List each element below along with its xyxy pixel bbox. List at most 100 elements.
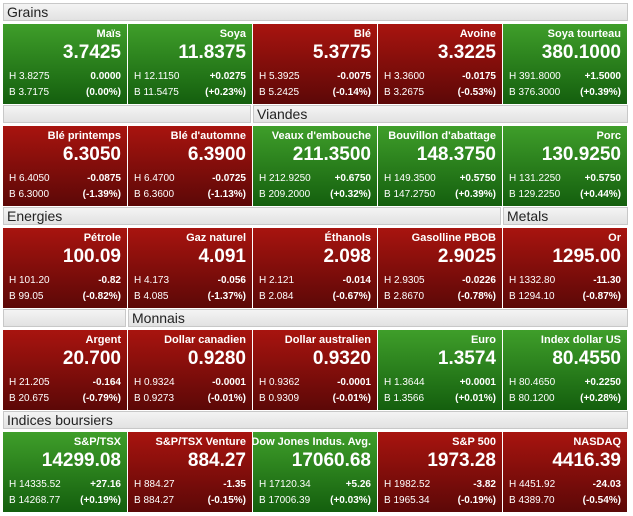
low-line: B 0.9273 (-0.01%) [134, 393, 246, 404]
quote-price: 11.8375 [178, 42, 246, 63]
high-value: H 1982.52 [384, 479, 431, 490]
quote-price: 884.27 [187, 450, 246, 471]
change-percent: (-0.54%) [582, 495, 621, 506]
low-value: B 884.27 [134, 495, 175, 506]
change-percent: (0.00%) [85, 87, 121, 98]
low-line: B 2.084 (-0.67%) [259, 291, 371, 302]
low-value: B 6.3000 [9, 189, 50, 200]
quote-tile: NASDAQ 4416.39 H 4451.92 -24.03 B 4389.70 (-0… [503, 432, 627, 512]
low-line: B 11.5475 (+0.23%) [134, 87, 246, 98]
change-percent: (+0.44%) [580, 189, 621, 200]
quote-tile: Gaz naturel 4.091 H 4.173 -0.056 B 4.085 (-1.… [128, 228, 252, 308]
change-value: +0.0275 [209, 71, 246, 82]
change-percent: (-1.13%) [207, 189, 246, 200]
quote-tile: Soya tourteau 380.1000 H 391.8000 +1.5000 B … [503, 24, 627, 104]
quote-name: Gasolline PBOB [411, 232, 496, 244]
high-line: H 6.4700 -0.0725 [134, 173, 246, 184]
quote-name: S&P/TSX [73, 436, 121, 448]
low-value: B 376.3000 [509, 87, 561, 98]
section-header: Viandes [253, 105, 628, 123]
quote-tile: Veaux d'embouche 211.3500 H 212.9250 +0.675… [253, 126, 377, 206]
section-header: Grains [3, 3, 628, 21]
change-percent: (-0.82%) [82, 291, 121, 302]
change-percent: (+0.03%) [330, 495, 371, 506]
change-value: +0.6750 [334, 173, 371, 184]
change-value: +27.16 [90, 479, 121, 490]
change-value: -0.0001 [337, 377, 371, 388]
quote-name: Maïs [96, 28, 121, 40]
high-line: H 4.173 -0.056 [134, 275, 246, 286]
change-percent: (-1.39%) [82, 189, 121, 200]
change-percent: (+0.39%) [455, 189, 496, 200]
quote-price: 20.700 [62, 348, 121, 369]
high-value: H 391.8000 [509, 71, 561, 82]
low-line: B 129.2250 (+0.44%) [509, 189, 621, 200]
low-line: B 884.27 (-0.15%) [134, 495, 246, 506]
quote-price: 6.3900 [187, 144, 246, 165]
high-value: H 0.9324 [134, 377, 175, 388]
quote-tile: Soya 11.8375 H 12.1150 +0.0275 B 11.5475 (+0.… [128, 24, 252, 104]
low-value: B 80.1200 [509, 393, 555, 404]
quote-tile: Pétrole 100.09 H 101.20 -0.82 B 99.05 (-0.82%… [3, 228, 127, 308]
quote-name: Bouvillon d'abattage [388, 130, 496, 142]
quote-price: 4416.39 [552, 450, 621, 471]
low-value: B 6.3600 [134, 189, 175, 200]
high-line: H 0.9324 -0.0001 [134, 377, 246, 388]
high-value: H 3.8275 [9, 71, 50, 82]
high-value: H 3.3600 [384, 71, 425, 82]
change-percent: (-1.37%) [207, 291, 246, 302]
high-value: H 17120.34 [259, 479, 311, 490]
section-header: Metals [503, 207, 628, 225]
quote-name: Pétrole [83, 232, 121, 244]
high-value: H 2.121 [259, 275, 295, 286]
low-line: B 3.7175 (0.00%) [9, 87, 121, 98]
high-line: H 101.20 -0.82 [9, 275, 121, 286]
change-value: -11.30 [593, 275, 621, 286]
high-value: H 149.3500 [384, 173, 436, 184]
quote-price: 2.098 [323, 246, 371, 267]
low-value: B 0.9273 [134, 393, 175, 404]
quote-tile: Blé printemps 6.3050 H 6.4050 -0.0875 B 6.30… [3, 126, 127, 206]
high-line: H 2.9305 -0.0226 [384, 275, 496, 286]
quote-price: 3.3225 [437, 42, 496, 63]
change-value: +1.5000 [584, 71, 621, 82]
high-value: H 5.3925 [259, 71, 300, 82]
quote-name: Blé printemps [47, 130, 121, 142]
low-value: B 1294.10 [509, 291, 555, 302]
high-line: H 4451.92 -24.03 [509, 479, 621, 490]
change-percent: (-0.87%) [582, 291, 621, 302]
low-line: B 3.2675 (-0.53%) [384, 87, 496, 98]
quote-name: Avoine [459, 28, 496, 40]
low-value: B 147.2750 [384, 189, 436, 200]
change-value: -0.014 [342, 275, 371, 286]
high-line: H 212.9250 +0.6750 [259, 173, 371, 184]
low-line: B 80.1200 (+0.28%) [509, 393, 621, 404]
quote-name: Gaz naturel [186, 232, 246, 244]
change-percent: (-0.78%) [457, 291, 496, 302]
change-value: -24.03 [592, 479, 621, 490]
low-line: B 0.9309 (-0.01%) [259, 393, 371, 404]
change-value: -0.0725 [212, 173, 246, 184]
high-value: H 14335.52 [9, 479, 61, 490]
quote-tile: Éthanols 2.098 H 2.121 -0.014 B 2.084 (-0.67%… [253, 228, 377, 308]
high-line: H 21.205 -0.164 [9, 377, 121, 388]
quote-tile: Porc 130.9250 H 131.2250 +0.5750 B 129.2250 (… [503, 126, 627, 206]
quote-tile: Or 1295.00 H 1332.80 -11.30 B 1294.10 (-0.87%… [503, 228, 627, 308]
quote-price: 1295.00 [552, 246, 621, 267]
quote-price: 0.9320 [312, 348, 371, 369]
change-percent: (-0.14%) [332, 87, 371, 98]
change-value: +0.2250 [584, 377, 621, 388]
low-value: B 14268.77 [9, 495, 61, 506]
low-line: B 99.05 (-0.82%) [9, 291, 121, 302]
quote-price: 130.9250 [541, 144, 621, 165]
low-line: B 209.2000 (+0.32%) [259, 189, 371, 200]
quote-tile: Maïs 3.7425 H 3.8275 0.0000 B 3.7175 (0.00%) [3, 24, 127, 104]
quote-tile: S&P/TSX Venture 884.27 H 884.27 -1.35 B 884.… [128, 432, 252, 512]
low-value: B 5.2425 [259, 87, 300, 98]
quote-name: Dollar australien [284, 334, 371, 346]
low-value: B 209.2000 [259, 189, 311, 200]
high-line: H 0.9362 -0.0001 [259, 377, 371, 388]
high-value: H 80.4650 [509, 377, 556, 388]
change-value: +0.0001 [459, 377, 496, 388]
